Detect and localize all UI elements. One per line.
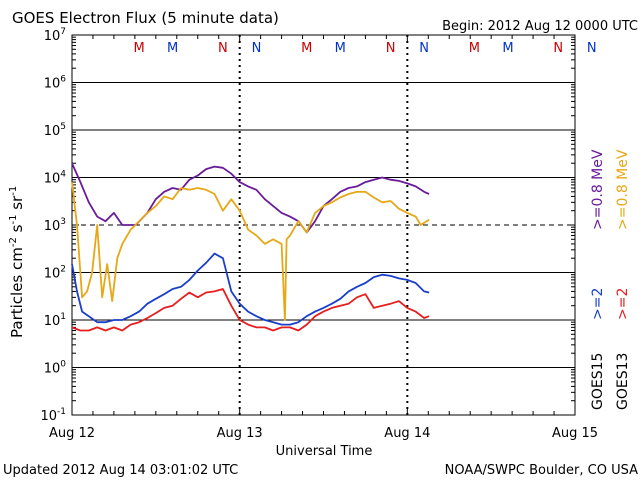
y-tick-label: 10-1 — [40, 407, 66, 424]
time-marker: N — [218, 41, 228, 56]
data-series — [71, 162, 430, 332]
time-marker: N — [386, 41, 396, 56]
legend-goes13-ge08: >=0.8 MeV — [615, 149, 631, 230]
legend-goes13: GOES13 — [615, 353, 631, 410]
legend-goes13-ge2: >=2 — [615, 288, 631, 320]
time-marker: N — [419, 41, 429, 56]
time-marker: M — [133, 41, 144, 56]
x-axis-ticks: Aug 12 Aug 13 Aug 14 Aug 15 — [49, 35, 598, 441]
time-marker: M — [167, 41, 178, 56]
y-tick-label: 100 — [44, 360, 67, 377]
series-goes13-0-8-mev — [71, 181, 430, 321]
x-tick-label: Aug 13 — [217, 426, 263, 441]
time-marker: M — [502, 41, 513, 56]
x-axis-label: Universal Time — [276, 444, 373, 459]
y-tick-label: 107 — [44, 27, 66, 44]
series-goes13-2-mev — [71, 288, 430, 332]
y-tick-label: 105 — [44, 122, 66, 139]
time-marker: N — [587, 41, 597, 56]
time-marker: M — [469, 41, 480, 56]
time-marker: M — [301, 41, 312, 56]
y-tick-label: 103 — [44, 217, 66, 234]
y-axis-label: Particles cm-2 s-1 sr-1 — [8, 186, 26, 338]
legend-goes15-ge08: >=0.8 MeV — [590, 149, 606, 230]
y-tick-label: 101 — [44, 312, 66, 329]
begin-time-label: Begin: 2012 Aug 12 0000 UTC — [442, 19, 638, 34]
y-tick-label: 102 — [44, 265, 66, 282]
y-tick-label: 106 — [44, 75, 67, 92]
time-marker: N — [252, 41, 262, 56]
updated-time: Updated 2012 Aug 14 03:01:02 UTC — [3, 463, 238, 478]
x-tick-label: Aug 15 — [552, 426, 598, 441]
grid-lines — [72, 82, 575, 368]
chart-title: GOES Electron Flux (5 minute data) — [12, 9, 279, 27]
x-tick-label: Aug 14 — [384, 426, 430, 441]
time-marker: M — [335, 41, 346, 56]
y-axis-ticks: 107 106 105 104 103 102 101 100 10-1 — [40, 27, 575, 424]
x-tick-label: Aug 12 — [49, 426, 95, 441]
legend-goes15: GOES15 — [590, 353, 606, 410]
time-marker: N — [553, 41, 563, 56]
series-goes15-2-mev — [71, 252, 430, 326]
credit-label: NOAA/SWPC Boulder, CO USA — [445, 463, 638, 478]
y-tick-label: 104 — [44, 170, 67, 187]
legend-goes15-ge2: >=2 — [590, 288, 606, 320]
